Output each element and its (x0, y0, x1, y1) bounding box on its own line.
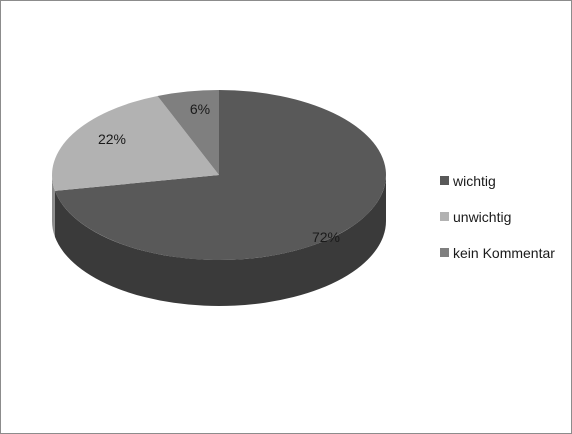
pie-slice-kein-kommentar (157, 90, 219, 175)
legend: wichtig unwichtig kein Kommentar (440, 172, 568, 280)
legend-swatch-wichtig (440, 176, 449, 185)
data-label-kein-kommentar: 6% (190, 101, 210, 117)
pie-side-unwichtig (52, 175, 55, 237)
pie-slice-wichtig (54, 90, 386, 261)
pie-side-wichtig (54, 175, 386, 307)
pie-slice-unwichtig (51, 95, 219, 191)
pie-top-group (51, 90, 386, 261)
pie-label-group: 72% 22% 6% (98, 101, 340, 245)
legend-item-unwichtig: unwichtig (440, 208, 568, 225)
legend-item-kein-kommentar: kein Kommentar (440, 244, 568, 261)
legend-label-wichtig: wichtig (453, 172, 496, 189)
data-label-wichtig: 72% (312, 229, 340, 245)
legend-label-unwichtig: unwichtig (453, 208, 512, 225)
legend-swatch-unwichtig (440, 212, 449, 221)
legend-label-kein-kommentar: kein Kommentar (453, 244, 555, 261)
data-label-unwichtig: 22% (98, 131, 126, 147)
legend-item-wichtig: wichtig (440, 172, 568, 189)
pie-side-group (52, 175, 386, 307)
legend-swatch-kein-kommentar (440, 248, 449, 257)
